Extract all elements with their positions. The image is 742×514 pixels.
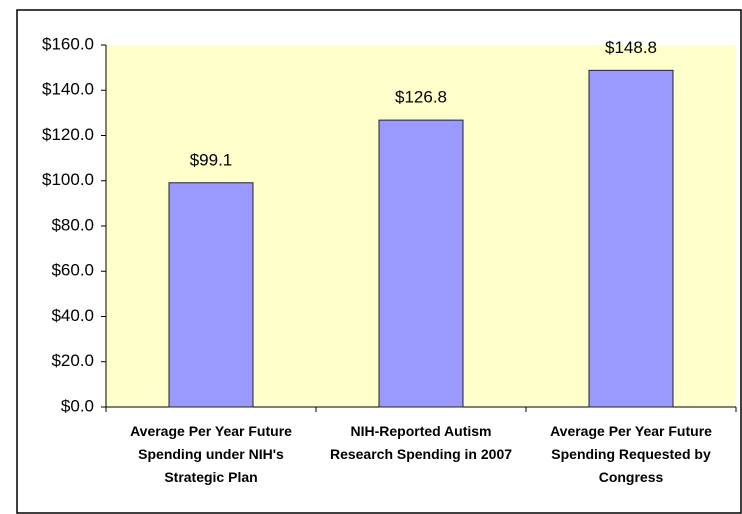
y-tick-label: $120.0 [42, 125, 94, 144]
y-tick-label: $60.0 [51, 261, 94, 280]
data-label: $99.1 [190, 150, 233, 169]
data-label: $148.8 [605, 38, 657, 57]
bar [588, 69, 674, 408]
x-tick-label: NIH-Reported Autism Research Spending in… [329, 423, 513, 462]
data-label: $126.8 [395, 88, 447, 107]
y-tick-label: $140.0 [42, 80, 94, 99]
y-tick-label: $20.0 [51, 351, 94, 370]
x-tick-label: Average Per Year Future Spending under N… [130, 423, 292, 485]
bar [168, 182, 254, 408]
y-tick-label: $40.0 [51, 306, 94, 325]
y-tick-label: $160.0 [42, 34, 94, 53]
x-tick-label: Average Per Year Future Spending Request… [550, 423, 712, 485]
bar [378, 119, 464, 408]
y-tick-label: $100.0 [42, 170, 94, 189]
y-tick-label: $0.0 [61, 396, 94, 415]
y-tick-label: $80.0 [51, 215, 94, 234]
